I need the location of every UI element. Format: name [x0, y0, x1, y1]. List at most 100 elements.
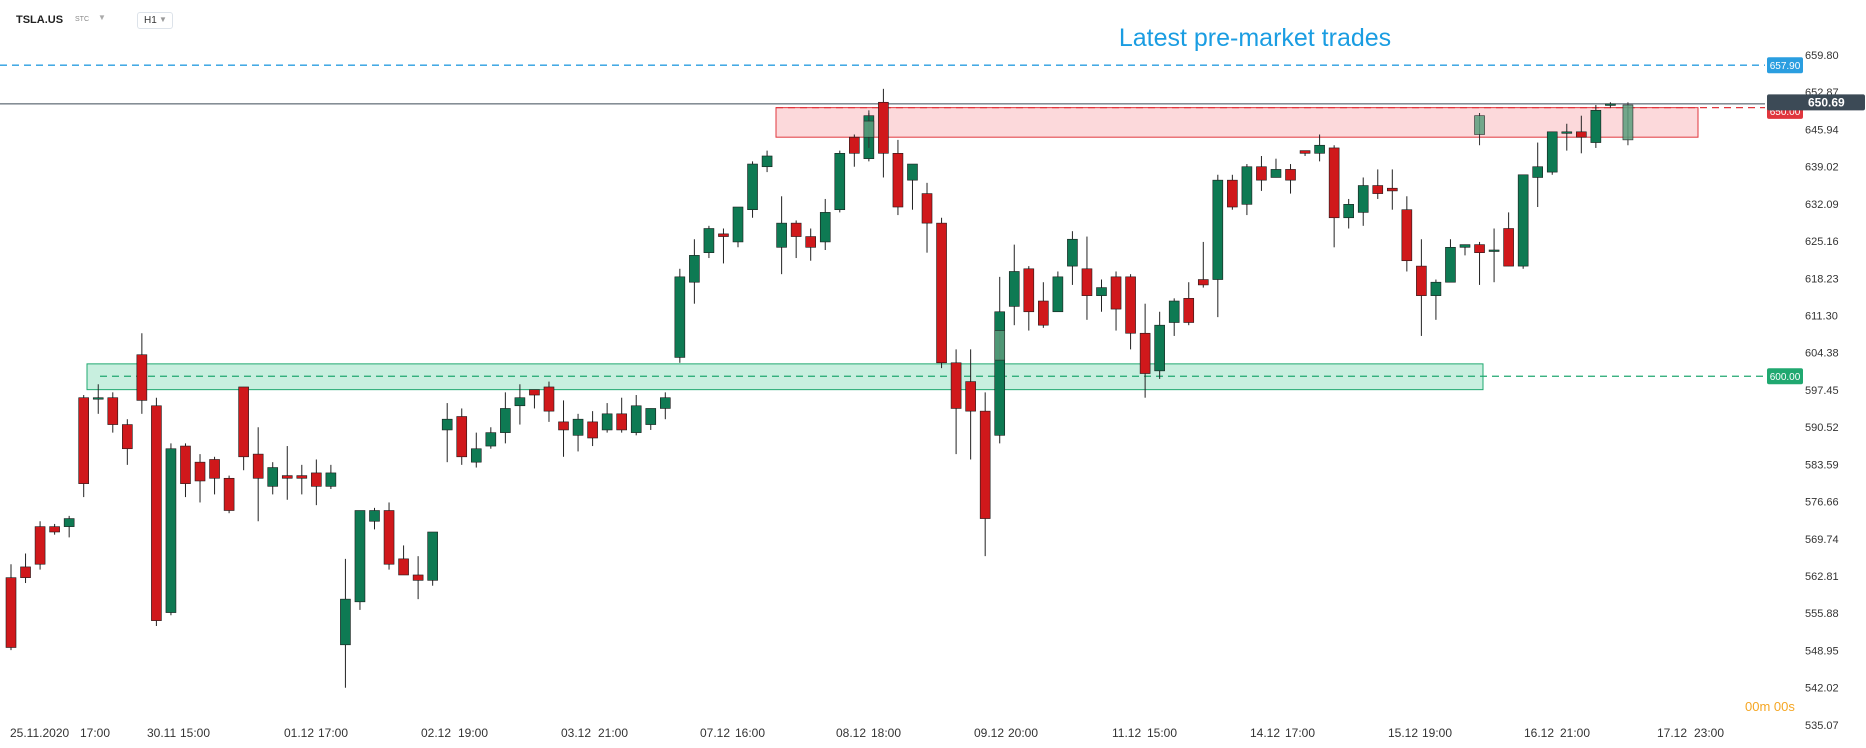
x-tick-label: 11.12: [1112, 726, 1141, 740]
candle-body: [1081, 268, 1093, 296]
candle-body: [1430, 281, 1442, 296]
y-tick-label: 611.30: [1805, 311, 1838, 323]
candle-body: [296, 475, 308, 479]
candle-body: [441, 418, 453, 431]
candle-body: [1139, 332, 1151, 374]
x-tick-label: 15:00: [1147, 726, 1177, 740]
candle-body: [398, 558, 409, 576]
candle-body: [1270, 169, 1282, 178]
last-price-tag-bg: [1767, 94, 1865, 111]
y-tick-label: 597.45: [1805, 385, 1839, 397]
candle-body: [267, 467, 279, 487]
candle-body: [849, 136, 860, 154]
x-tick-label: 18:00: [871, 726, 901, 740]
y-tick-label: 535.07: [1805, 720, 1839, 732]
candle-body: [616, 413, 627, 431]
y-tick-label: 548.95: [1805, 645, 1839, 657]
y-tick-label: 645.94: [1805, 124, 1839, 136]
candle-body: [354, 510, 366, 603]
candle-body: [238, 386, 249, 458]
candle-body: [1067, 238, 1078, 267]
x-tick-label: 21:00: [598, 726, 628, 740]
candle-body: [1488, 249, 1500, 252]
candle-body: [1008, 271, 1020, 307]
price-tags-layer: 657.90 650.00 650.69 600.00: [1767, 57, 1865, 385]
candle-body: [1605, 103, 1616, 106]
resistance-zone: [775, 107, 1699, 138]
candle-body: [1401, 209, 1413, 262]
y-tick-label: 659.80: [1805, 50, 1839, 62]
chevron-down-icon[interactable]: ▼: [98, 13, 106, 22]
y-tick-label: 562.81: [1805, 571, 1839, 583]
premarket-candle-body: [1622, 104, 1634, 141]
candle-body: [1328, 147, 1340, 219]
y-tick-label: 542.02: [1805, 683, 1839, 695]
x-tick-label: 21:00: [1560, 726, 1590, 740]
candle-body: [776, 222, 787, 248]
candle-body: [1387, 187, 1398, 192]
candle-body: [1517, 174, 1529, 267]
candle-body: [529, 389, 540, 396]
x-tick-label: 19:00: [1422, 726, 1452, 740]
candle-body: [674, 276, 686, 358]
candle-body: [921, 193, 933, 224]
candle-body: [819, 212, 831, 243]
candle-body: [223, 477, 235, 511]
candle-body: [1168, 300, 1180, 323]
candle-body: [1532, 166, 1543, 178]
x-tick-label: 16.12: [1524, 726, 1554, 740]
candle-body: [107, 397, 119, 425]
candle-body: [907, 163, 918, 181]
candle-body: [165, 448, 177, 613]
timeframe-select[interactable]: H1 ▼: [137, 12, 173, 29]
candle-body: [572, 418, 584, 436]
candle-body: [325, 472, 337, 487]
candle-body: [703, 228, 715, 253]
x-tick-label: 02.12: [421, 726, 451, 740]
x-tick-label: 15.12: [1388, 726, 1418, 740]
candle-body: [122, 424, 133, 450]
candle-body: [49, 526, 60, 533]
candle-body: [994, 311, 1006, 436]
y-tick-label: 590.52: [1805, 422, 1839, 434]
candle-body: [878, 101, 889, 154]
candle-body: [1474, 244, 1485, 253]
x-tick-label: 07.12: [700, 726, 730, 740]
premarket-candle-body: [1474, 115, 1485, 135]
candle-countdown: 00m 00s: [1745, 699, 1795, 714]
candle-body: [369, 510, 380, 522]
x-tick-label: 03.12: [561, 726, 591, 740]
candle-body: [92, 397, 104, 400]
instrument-type-label[interactable]: STC: [75, 16, 89, 23]
candle-body: [689, 255, 700, 283]
candle-body: [936, 222, 947, 364]
premarket-candle-body: [863, 120, 875, 138]
candle-body: [1256, 166, 1267, 181]
zones-layer: [86, 107, 1699, 391]
candle-body: [1125, 276, 1136, 334]
candle-body: [1227, 179, 1238, 208]
candle-body: [412, 574, 424, 581]
candle-body: [500, 408, 511, 433]
candle-body: [587, 421, 598, 439]
candle-body: [5, 577, 17, 648]
timeframe-label: H1: [144, 15, 157, 26]
candle-body: [1314, 144, 1325, 154]
candle-body: [78, 397, 89, 484]
x-tick-label: 09.12: [974, 726, 1004, 740]
candle-body: [1357, 185, 1369, 213]
x-tick-label: 30.11: [147, 726, 176, 740]
x-tick-label: 17:00: [1285, 726, 1315, 740]
resistance-price-tag-label: 650.00: [1770, 107, 1801, 118]
y-tick-label: 625.16: [1805, 236, 1839, 248]
candle-body: [1561, 131, 1573, 134]
candle-body: [747, 163, 758, 211]
x-tick-label: 23:00: [1694, 726, 1724, 740]
candle-body: [1183, 298, 1195, 323]
candle-body: [1546, 131, 1558, 173]
candle-body: [311, 472, 322, 487]
candle-body: [1197, 279, 1209, 286]
symbol-label[interactable]: TSLA.US: [16, 14, 64, 26]
y-tick-label: 576.66: [1805, 497, 1839, 509]
